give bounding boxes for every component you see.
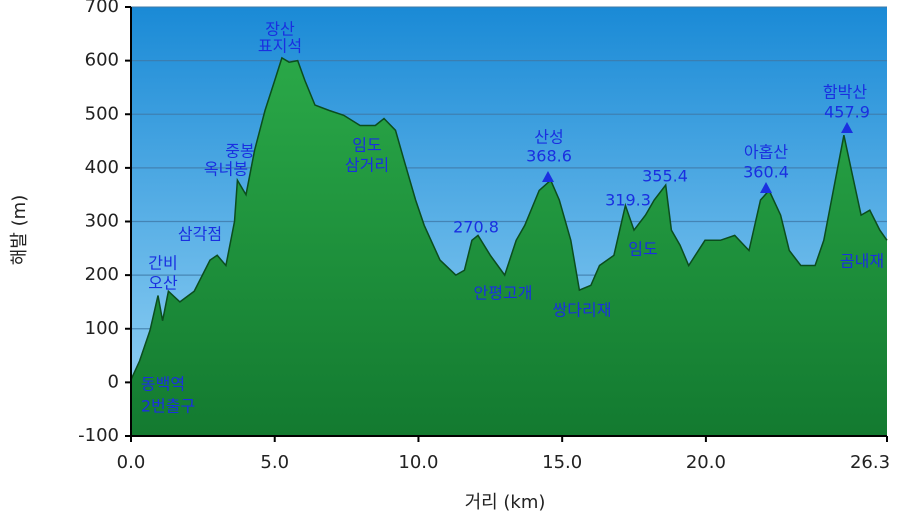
x-tick-label: 10.0 [398,452,438,473]
peak-marker [542,171,554,182]
annotation: 간비 [148,254,177,273]
annotation: 319.3 [605,191,651,210]
y-tick-label: 400 [85,157,119,178]
elevation-area [131,57,887,437]
annotation: 457.9 [824,103,870,122]
x-tick-label: 15.0 [542,452,582,473]
x-tick-label: 26.3 [850,452,890,473]
annotation: 안평고개 [474,284,533,303]
y-tick-label: 200 [85,264,119,285]
annotation: 표지석 [258,37,302,56]
annotation: 임도 [352,136,381,155]
y-tick-label: 100 [85,318,119,339]
annotation: 중봉 [225,142,254,161]
annotation: 동백역 [141,375,185,394]
x-tick-label: 20.0 [686,452,726,473]
x-tick-label: 0.0 [117,452,146,473]
y-tick-label: 500 [85,103,119,124]
annotation: 삼각점 [178,225,222,244]
peak-marker [841,122,853,133]
annotation: 368.6 [526,147,572,166]
x-axis-label: 거리 (km) [465,492,546,513]
annotation: 곰내재 [840,252,884,271]
y-axis-label: 해발 (m) [9,195,30,265]
annotation: 2번출구 [141,397,195,416]
y-tick-label: -100 [78,425,119,446]
y-tick-label: 0 [108,371,119,392]
annotation: 아홉산 [744,143,788,162]
annotation: 옥녀봉 [204,160,248,179]
annotation: 임도 [628,240,657,259]
y-tick-label: 300 [85,211,119,232]
annotation: 355.4 [642,167,688,186]
annotation: 쌍다리재 [553,301,612,320]
annotation: 함박산 [823,83,867,102]
y-tick-label: 600 [85,50,119,71]
annotation: 산성 [534,128,563,147]
annotation: 270.8 [453,218,499,237]
annotation: 삼거리 [345,156,389,175]
annotation: 장산 [265,20,295,39]
y-tick-label: 700 [85,0,119,17]
annotation: 360.4 [743,163,789,182]
annotation: 오산 [148,274,178,293]
x-tick-label: 5.0 [260,452,289,473]
peak-marker [760,182,772,193]
